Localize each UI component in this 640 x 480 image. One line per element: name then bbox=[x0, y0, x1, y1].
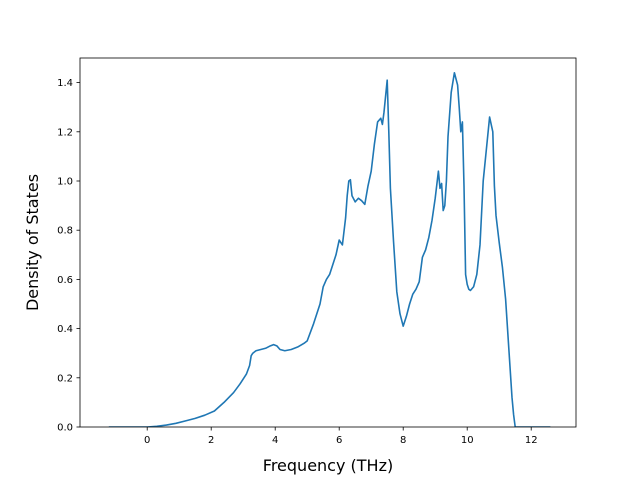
y-tick-label: 1.2 bbox=[57, 127, 73, 138]
y-tick-label: 1.0 bbox=[57, 177, 73, 188]
x-tick-label: 12 bbox=[525, 435, 538, 446]
y-axis-label: Density of States bbox=[23, 174, 42, 311]
plot-area bbox=[108, 71, 551, 427]
x-tick-label: 8 bbox=[400, 435, 406, 446]
y-tick-label: 0.4 bbox=[57, 324, 73, 335]
y-tick-label: 1.4 bbox=[57, 78, 73, 89]
x-tick-label: 0 bbox=[144, 435, 150, 446]
y-tick-label: 0.8 bbox=[57, 226, 73, 237]
x-tick-label: 6 bbox=[336, 435, 342, 446]
dos-series-line bbox=[108, 71, 551, 427]
y-tick-label: 0.0 bbox=[57, 423, 73, 434]
y-axis-ticks: 0.0 0.2 0.4 0.6 0.8 1.0 1.2 1.4 bbox=[57, 78, 80, 434]
y-tick-label: 0.2 bbox=[57, 373, 73, 384]
x-tick-label: 4 bbox=[272, 435, 278, 446]
x-axis-label: Frequency (THz) bbox=[263, 456, 393, 475]
y-tick-label: 0.6 bbox=[57, 275, 73, 286]
x-tick-label: 10 bbox=[461, 435, 474, 446]
x-tick-label: 2 bbox=[208, 435, 214, 446]
axes-frame bbox=[79, 57, 577, 428]
x-axis-ticks: 0 2 4 6 8 10 12 bbox=[144, 427, 538, 446]
